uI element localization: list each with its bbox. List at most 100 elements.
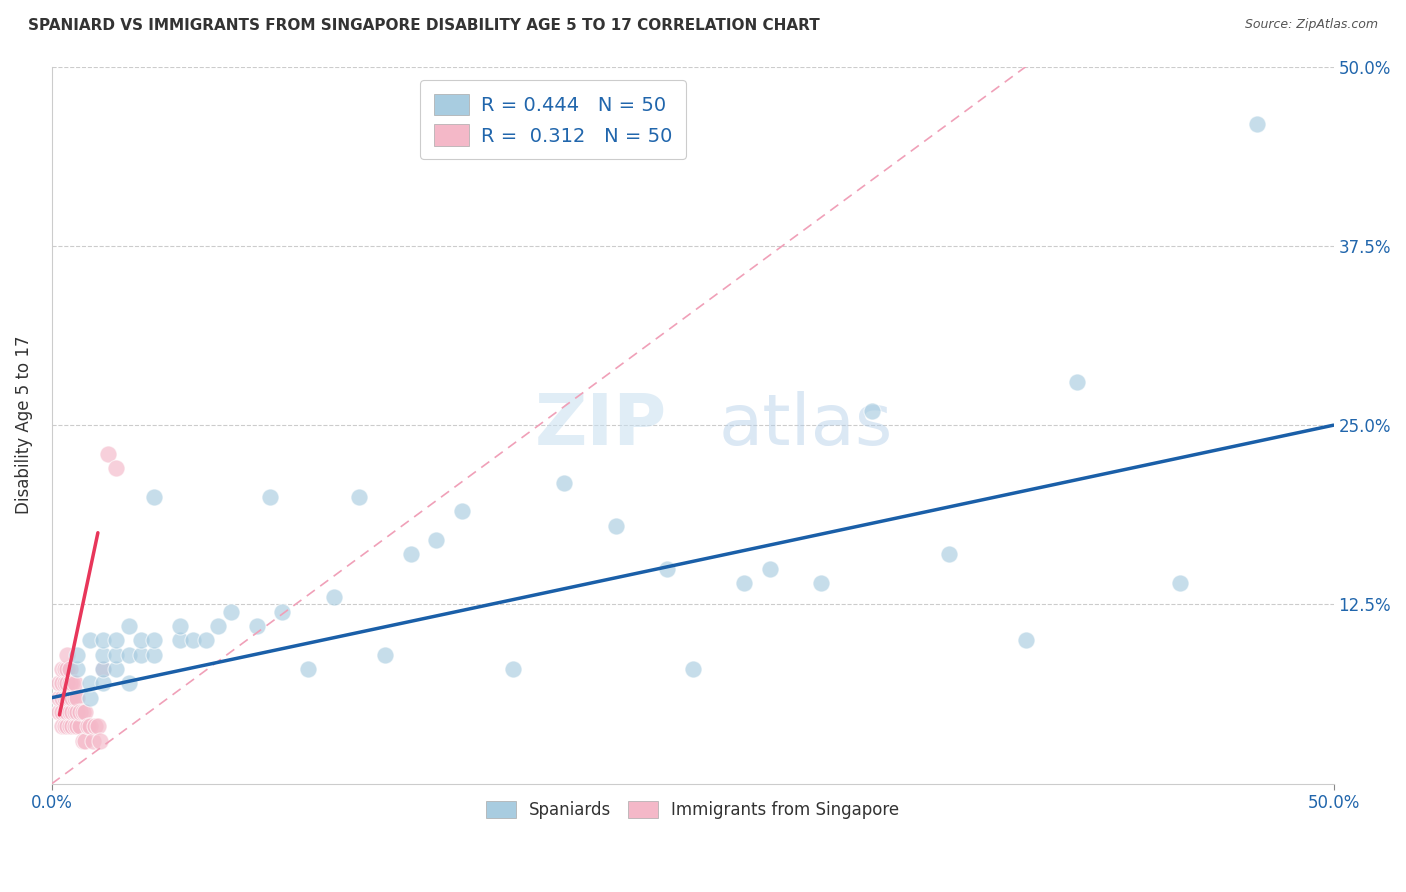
Point <box>53 662 76 676</box>
Point <box>63 705 86 719</box>
Point <box>374 648 396 662</box>
Point <box>53 719 76 733</box>
Point <box>118 648 141 662</box>
Point <box>59 662 82 676</box>
Point <box>860 404 883 418</box>
Text: SPANIARD VS IMMIGRANTS FROM SINGAPORE DISABILITY AGE 5 TO 17 CORRELATION CHART: SPANIARD VS IMMIGRANTS FROM SINGAPORE DI… <box>28 18 820 33</box>
Point <box>69 719 91 733</box>
Point <box>207 619 229 633</box>
Point <box>79 690 101 705</box>
Point <box>810 576 832 591</box>
Point <box>60 719 83 733</box>
Point <box>143 648 166 662</box>
Y-axis label: Disability Age 5 to 17: Disability Age 5 to 17 <box>15 336 32 515</box>
Point <box>605 518 627 533</box>
Point <box>59 690 82 705</box>
Point <box>553 475 575 490</box>
Point <box>87 719 110 733</box>
Point <box>91 676 114 690</box>
Point <box>51 662 73 676</box>
Legend: Spaniards, Immigrants from Singapore: Spaniards, Immigrants from Singapore <box>479 794 905 826</box>
Point <box>104 633 127 648</box>
Point <box>91 662 114 676</box>
Point <box>48 676 70 690</box>
Point <box>56 690 79 705</box>
Point <box>425 533 447 547</box>
Point <box>76 719 98 733</box>
Point <box>59 719 82 733</box>
Point <box>60 690 83 705</box>
Point <box>56 648 79 662</box>
Point <box>56 719 79 733</box>
Point <box>53 705 76 719</box>
Point <box>104 648 127 662</box>
Point <box>181 633 204 648</box>
Point <box>349 490 371 504</box>
Point <box>66 662 89 676</box>
Point <box>131 648 153 662</box>
Point <box>63 719 86 733</box>
Point <box>56 662 79 676</box>
Point <box>733 576 755 591</box>
Point <box>82 733 104 747</box>
Point <box>51 676 73 690</box>
Point <box>169 633 191 648</box>
Point <box>51 719 73 733</box>
Point <box>219 605 242 619</box>
Point <box>59 676 82 690</box>
Text: ZIP: ZIP <box>534 391 666 459</box>
Point <box>271 605 294 619</box>
Point <box>169 619 191 633</box>
Point <box>72 733 94 747</box>
Point <box>79 676 101 690</box>
Text: Source: ZipAtlas.com: Source: ZipAtlas.com <box>1244 18 1378 31</box>
Point <box>66 705 89 719</box>
Point <box>66 690 89 705</box>
Point <box>655 561 678 575</box>
Point <box>502 662 524 676</box>
Point <box>72 705 94 719</box>
Point <box>53 676 76 690</box>
Point <box>79 719 101 733</box>
Point <box>56 705 79 719</box>
Point <box>143 490 166 504</box>
Point <box>59 705 82 719</box>
Point <box>246 619 269 633</box>
Point <box>758 561 780 575</box>
Point <box>63 690 86 705</box>
Point <box>1066 375 1088 389</box>
Point <box>89 733 111 747</box>
Point <box>297 662 319 676</box>
Point <box>1015 633 1038 648</box>
Point <box>104 662 127 676</box>
Point <box>60 676 83 690</box>
Point <box>51 690 73 705</box>
Point <box>66 648 89 662</box>
Point <box>84 719 107 733</box>
Point <box>1168 576 1191 591</box>
Point <box>69 705 91 719</box>
Point <box>79 633 101 648</box>
Point <box>48 690 70 705</box>
Point <box>131 633 153 648</box>
Point <box>1246 117 1268 131</box>
Point <box>399 547 422 561</box>
Point <box>104 461 127 475</box>
Point <box>56 676 79 690</box>
Point <box>143 633 166 648</box>
Point <box>63 676 86 690</box>
Point <box>97 447 120 461</box>
Point <box>91 648 114 662</box>
Point <box>118 676 141 690</box>
Point <box>322 591 344 605</box>
Point <box>259 490 281 504</box>
Point <box>194 633 217 648</box>
Point <box>75 705 97 719</box>
Point <box>118 619 141 633</box>
Point <box>51 705 73 719</box>
Point <box>75 733 97 747</box>
Point <box>66 719 89 733</box>
Text: atlas: atlas <box>718 391 893 459</box>
Point <box>53 690 76 705</box>
Point <box>60 705 83 719</box>
